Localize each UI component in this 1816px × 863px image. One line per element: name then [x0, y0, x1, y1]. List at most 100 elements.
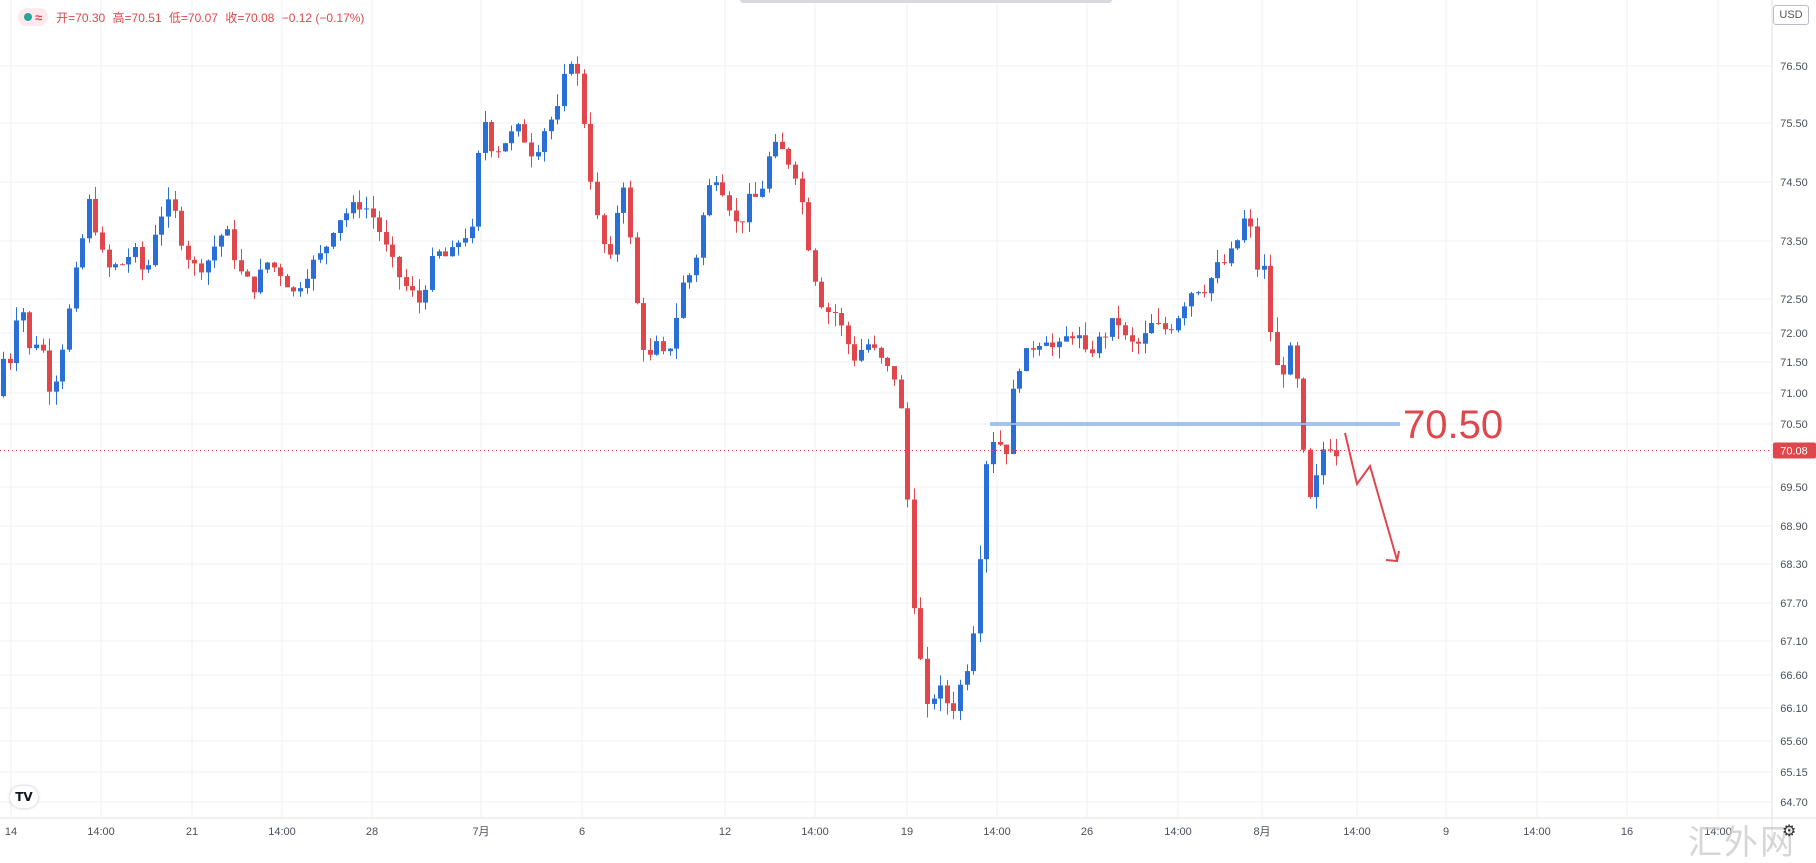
- candle-body: [225, 229, 230, 236]
- candle-body: [338, 220, 343, 233]
- candle-body: [588, 123, 593, 182]
- candle-body: [384, 232, 389, 245]
- candle-body: [793, 164, 798, 179]
- candle-body: [641, 303, 646, 350]
- candle-body: [54, 381, 59, 392]
- time-tick-label: 19: [901, 826, 913, 838]
- top-toolbar-edge: [740, 0, 1112, 3]
- gear-icon[interactable]: ⚙: [1782, 823, 1797, 840]
- candle-body: [60, 349, 65, 382]
- candle-body: [635, 237, 640, 304]
- time-tick-label: 14:00: [87, 826, 115, 838]
- candle-body: [74, 267, 79, 309]
- wave-icon: ≈: [35, 9, 43, 25]
- candle-body: [932, 698, 937, 704]
- symbol-status-pill[interactable]: ≈: [18, 8, 49, 26]
- candle-body: [1275, 332, 1280, 366]
- candle-body: [1189, 293, 1194, 307]
- candle-body: [1215, 262, 1220, 279]
- candle-body: [1288, 345, 1293, 375]
- candle-body: [879, 347, 884, 358]
- candle-body: [1057, 341, 1062, 348]
- candle-body: [1050, 342, 1055, 348]
- high-value: 高=70.51: [112, 10, 162, 25]
- candle-body: [351, 202, 356, 214]
- candle-body: [1255, 226, 1260, 270]
- candle-body: [278, 267, 283, 276]
- candle-body: [146, 265, 151, 270]
- candle-body: [212, 246, 217, 261]
- candle-body: [1321, 449, 1326, 476]
- candle-body: [892, 366, 897, 380]
- candle-body: [410, 286, 415, 291]
- candle-body: [1103, 336, 1108, 338]
- price-tick-label: 69.50: [1780, 482, 1808, 494]
- candle-body: [912, 499, 917, 609]
- candle-body: [206, 260, 211, 273]
- candle-body: [318, 253, 323, 260]
- candle-body: [998, 441, 1003, 445]
- candle-body: [232, 229, 237, 261]
- time-tick-label: 26: [1081, 826, 1093, 838]
- candle-body: [654, 341, 659, 355]
- price-tick-label: 68.90: [1780, 521, 1808, 533]
- candle-body: [67, 308, 72, 350]
- candle-body: [701, 215, 706, 258]
- candle-body: [476, 152, 481, 227]
- currency-button[interactable]: USD: [1773, 5, 1809, 25]
- candle-body: [1004, 444, 1009, 455]
- tradingview-logo[interactable]: TV: [10, 786, 38, 808]
- price-tick-label: 75.50: [1780, 118, 1808, 130]
- candle-body: [1136, 341, 1141, 344]
- candle-body: [1064, 336, 1069, 342]
- candle-body: [945, 685, 950, 704]
- price-tick-label: 72.50: [1780, 294, 1808, 306]
- candle-body: [536, 152, 541, 157]
- candle-body: [1163, 323, 1168, 330]
- price-tick-label: 74.50: [1780, 177, 1808, 189]
- candle-body: [800, 178, 805, 203]
- candle-body: [456, 242, 461, 248]
- candle-body: [846, 325, 851, 345]
- time-axis-labels: 14 14:00 21 14:00 28 7月 6 12 14:00 19 14:00 26 14:00…: [5, 826, 1732, 838]
- candle-body: [687, 275, 692, 283]
- candle-body: [965, 671, 970, 685]
- candle-body: [483, 122, 488, 153]
- candle-body: [14, 320, 19, 364]
- candle-body: [430, 255, 435, 290]
- candle-body: [245, 271, 250, 277]
- candle-body: [826, 307, 831, 312]
- candle-body: [1070, 336, 1075, 339]
- candle-body: [179, 210, 184, 246]
- candle-body: [87, 198, 92, 239]
- watermark-text: 汇外网: [1688, 823, 1796, 863]
- candle-body: [377, 217, 382, 233]
- time-tick-label: 6: [579, 826, 585, 838]
- candle-body: [126, 257, 131, 265]
- candle-body: [628, 187, 633, 238]
- price-tick-label: 68.30: [1780, 559, 1808, 571]
- candle-body: [1077, 335, 1082, 339]
- price-tick-label: 71.00: [1780, 388, 1808, 400]
- time-tick-label: 14:00: [1704, 826, 1732, 838]
- candle-body: [549, 119, 554, 132]
- candle-body: [1011, 388, 1016, 455]
- candle-body: [707, 185, 712, 216]
- candle-body: [1209, 278, 1214, 294]
- candle-body: [437, 251, 442, 256]
- candle-body: [562, 73, 567, 107]
- time-tick-label: 14:00: [1164, 826, 1192, 838]
- candle-body: [503, 143, 508, 152]
- candle-body: [1248, 218, 1253, 227]
- time-tick-label: 14:00: [1523, 826, 1551, 838]
- candle-body: [529, 142, 534, 157]
- candle-body: [140, 246, 145, 270]
- last-price-tag: 70.08: [1773, 442, 1816, 459]
- candle-body: [239, 260, 244, 272]
- candle-body: [608, 244, 613, 255]
- candle-body: [1031, 348, 1036, 350]
- candle-body: [450, 247, 455, 257]
- candle-body: [199, 263, 204, 273]
- candle-body: [1268, 265, 1273, 333]
